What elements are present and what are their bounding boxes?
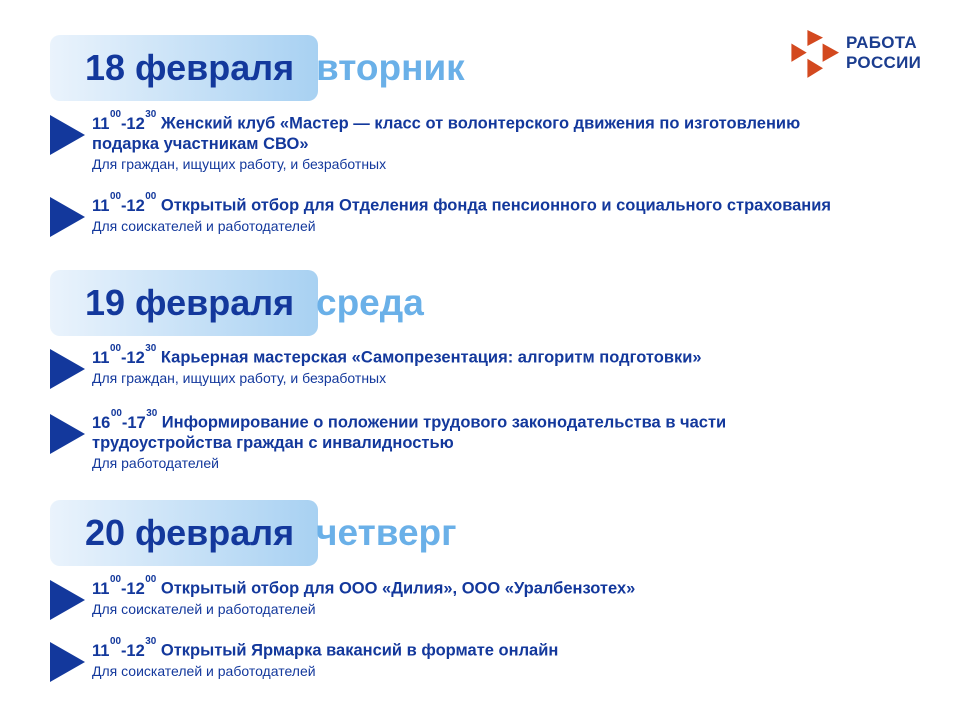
svg-text:РОССИИ: РОССИИ <box>846 53 921 72</box>
svg-text:РАБОТА: РАБОТА <box>846 33 917 52</box>
